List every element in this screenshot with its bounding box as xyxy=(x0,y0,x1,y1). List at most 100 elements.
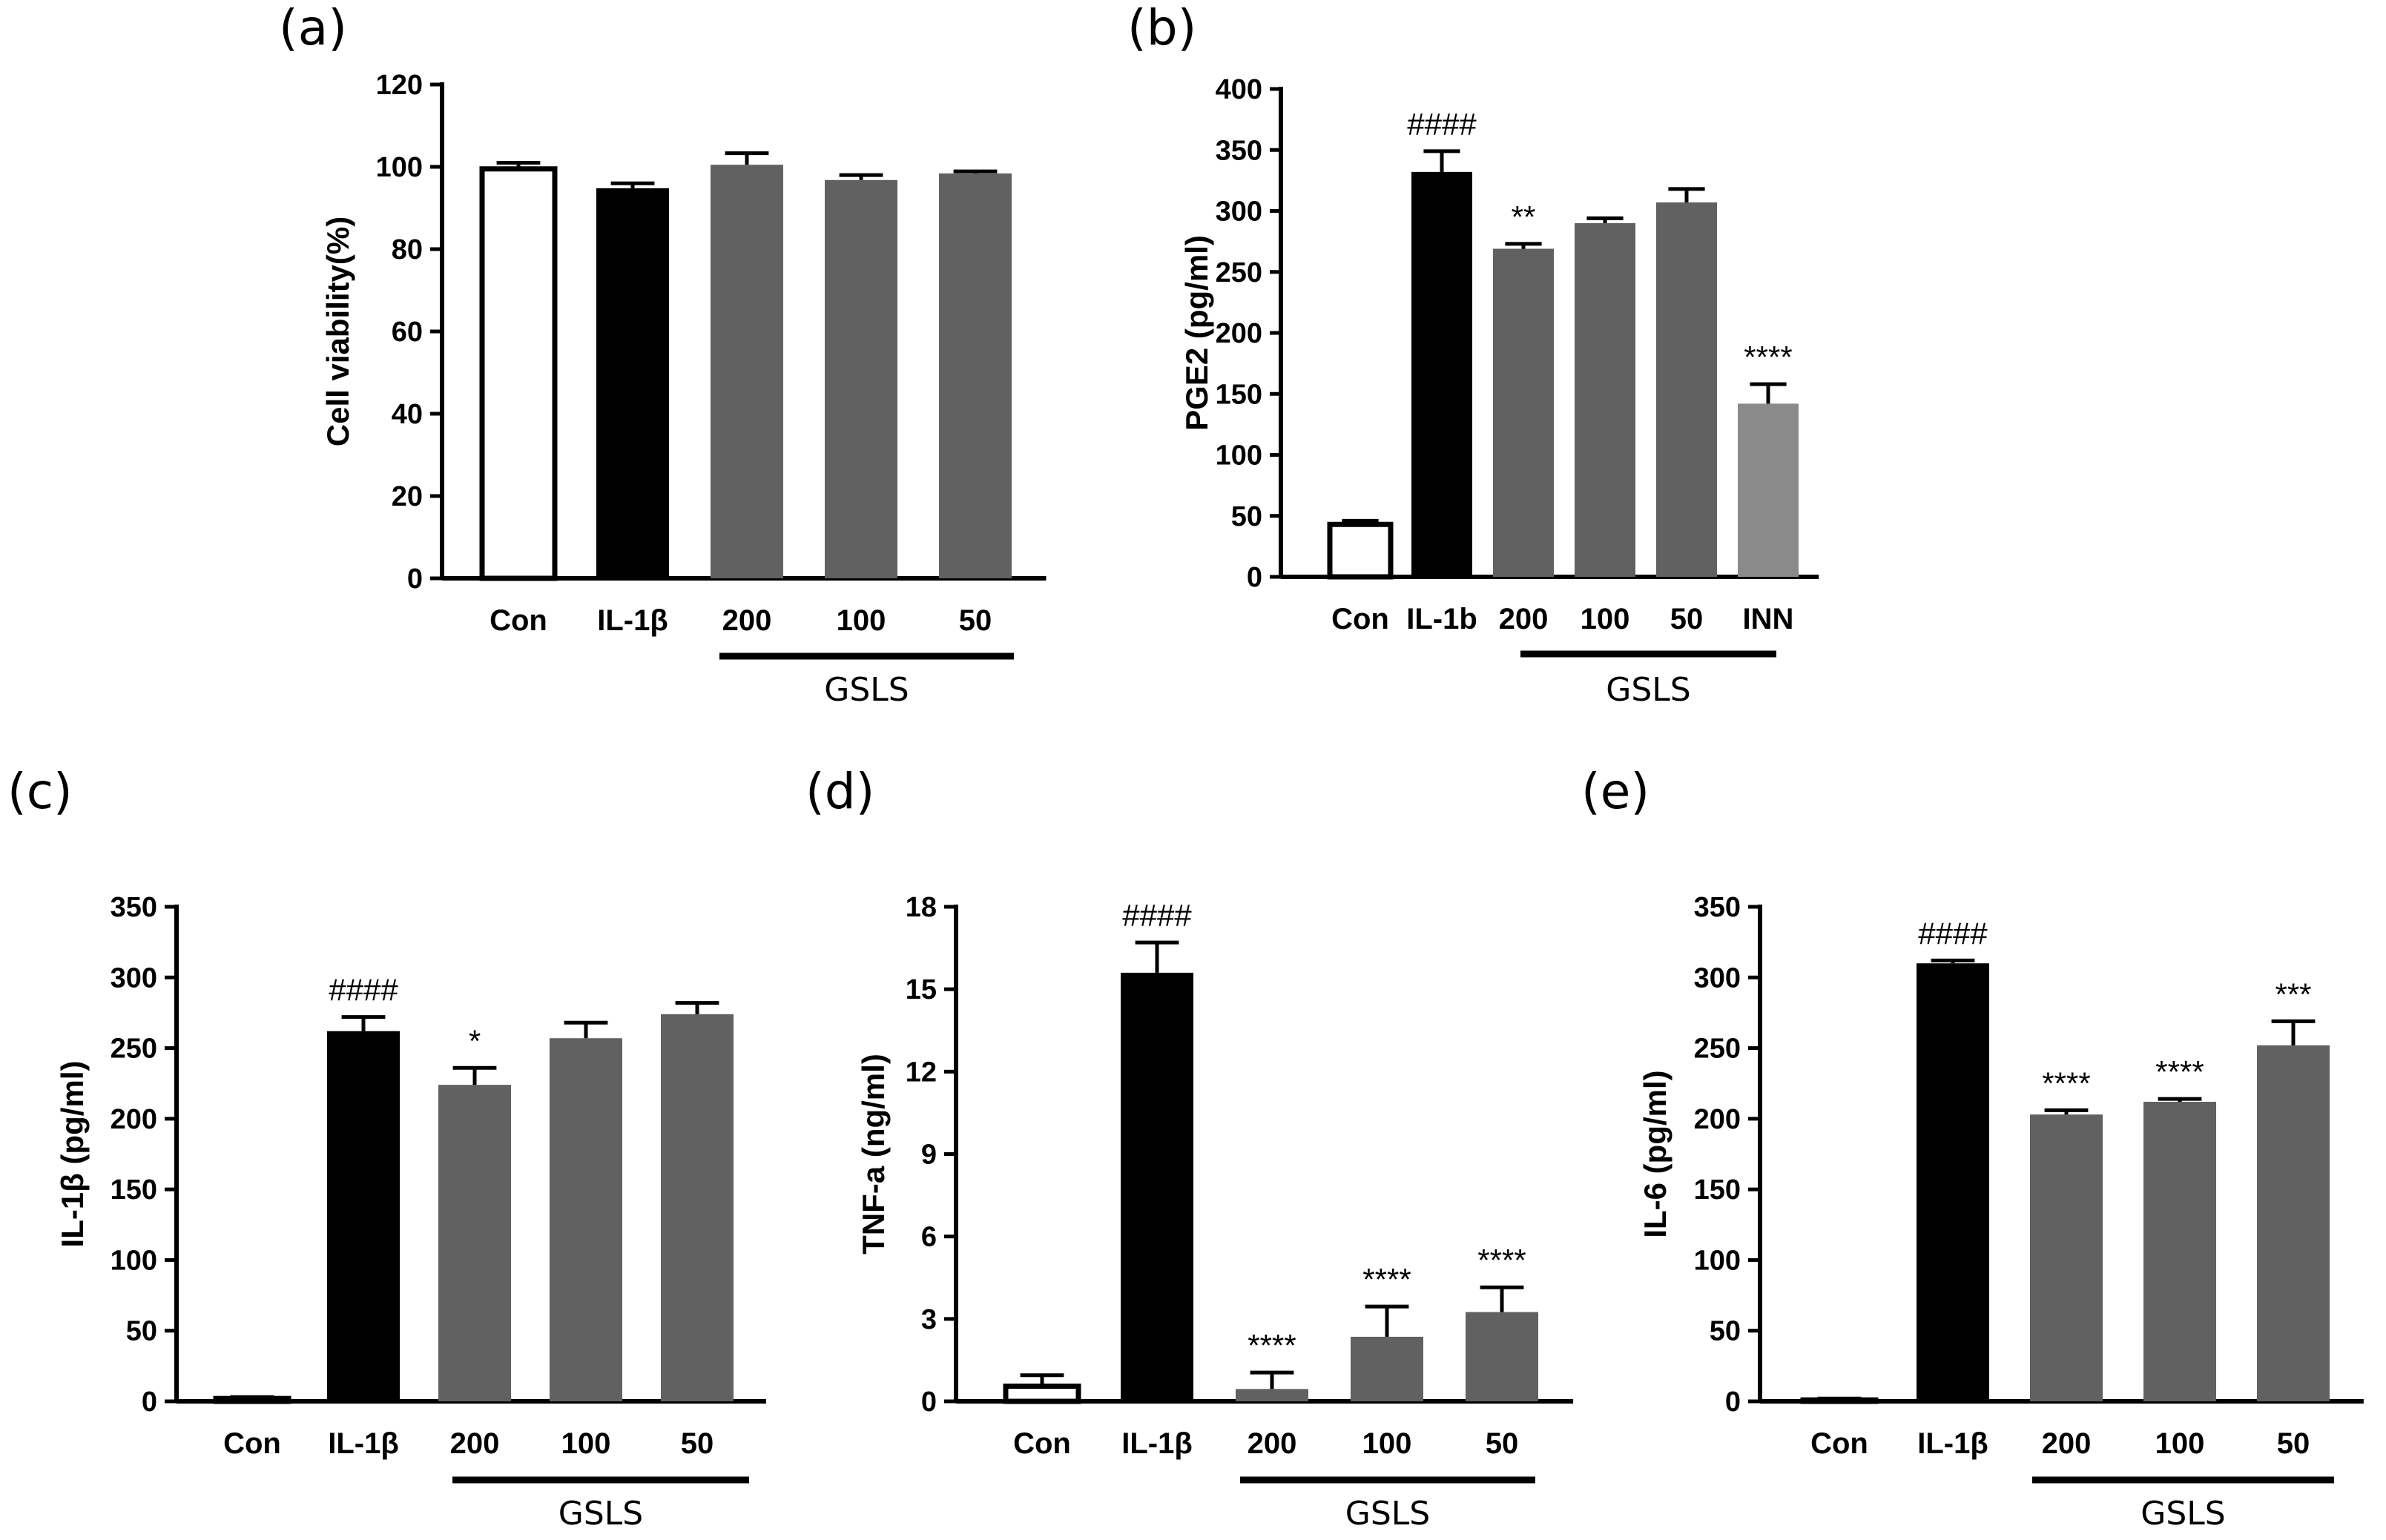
y-tick-label: 6 xyxy=(921,1222,937,1253)
y-tick-label: 350 xyxy=(1694,892,1741,923)
panel-b-pge2: (b) PGE2 (pg/ml) 0 50 100 150 200 250 300 350 400 C… xyxy=(1127,0,1819,709)
y-tick-label: 18 xyxy=(906,892,937,923)
y-tick-label: 0 xyxy=(142,1387,157,1418)
group-label: GSLS xyxy=(2141,1495,2225,1533)
group-label: GSLS xyxy=(824,671,909,709)
y-tick-label: 9 xyxy=(921,1140,937,1171)
y-axis-title: IL-6 (pg/ml) xyxy=(1638,1070,1672,1237)
x-category-label: 50 xyxy=(1486,1427,1519,1460)
y-tick-label: 250 xyxy=(1216,257,1262,288)
significance-annotation: **** xyxy=(2155,1054,2204,1089)
bar-200 xyxy=(1493,248,1554,577)
bar-IL-1β xyxy=(596,188,669,579)
bar-IL-1b xyxy=(1411,171,1472,578)
bar-IL-1β xyxy=(1917,963,1989,1401)
bar-IL-1β xyxy=(327,1031,400,1401)
y-tick-label: 50 xyxy=(1231,501,1262,532)
bar-INN xyxy=(1738,403,1799,577)
y-tick-label: 200 xyxy=(111,1104,157,1135)
bar-100 xyxy=(825,179,897,578)
y-axis-title: IL-1β (pg/ml) xyxy=(55,1061,90,1248)
x-category-label: IL-1β xyxy=(1121,1427,1193,1460)
y-tick-label: 100 xyxy=(111,1245,157,1276)
y-tick-label: 0 xyxy=(407,564,423,595)
panel-e-il6: (e) IL-6 (pg/ml) 0 50 100 150 200 250 300 350 Con #… xyxy=(1581,763,2364,1533)
y-tick-label: 350 xyxy=(1216,135,1262,166)
panel-label: (b) xyxy=(1127,0,1196,56)
x-category-label: 50 xyxy=(959,604,992,637)
significance-annotation: **** xyxy=(1362,1262,1411,1297)
y-tick-label: 60 xyxy=(392,317,423,348)
x-category-label: 100 xyxy=(837,604,886,637)
x-category-label: IL-1β xyxy=(328,1427,399,1460)
y-tick-label: 300 xyxy=(111,962,157,994)
significance-annotation: *** xyxy=(2275,976,2311,1011)
bar-50 xyxy=(2257,1045,2330,1401)
y-tick-label: 200 xyxy=(1694,1104,1741,1135)
panel-label: (a) xyxy=(279,0,347,56)
bar-50 xyxy=(661,1014,734,1401)
significance-annotation: **** xyxy=(1477,1243,1526,1278)
x-category-label: Con xyxy=(223,1427,281,1460)
bar-50 xyxy=(1466,1312,1538,1401)
significance-annotation: #### xyxy=(1407,107,1477,142)
y-tick-label: 50 xyxy=(126,1316,157,1347)
group-label: GSLS xyxy=(1606,671,1690,709)
y-tick-label: 250 xyxy=(111,1034,157,1065)
x-category-label: 100 xyxy=(2155,1427,2205,1460)
bar-200 xyxy=(1236,1389,1308,1401)
x-category-label: Con xyxy=(1331,603,1389,635)
y-tick-label: 12 xyxy=(906,1057,937,1088)
y-tick-label: 0 xyxy=(1725,1387,1741,1418)
bar-100 xyxy=(550,1038,622,1401)
y-axis-title: PGE2 (pg/ml) xyxy=(1179,235,1214,431)
y-tick-label: 0 xyxy=(921,1387,937,1418)
x-category-label: Con xyxy=(1810,1427,1868,1460)
y-tick-label: 400 xyxy=(1216,74,1262,105)
bar-Con xyxy=(1327,521,1394,580)
y-axis-title: Cell viability(%) xyxy=(320,217,355,446)
y-tick-label: 200 xyxy=(1216,318,1262,349)
y-tick-label: 300 xyxy=(1694,962,1741,994)
bar-200 xyxy=(2030,1114,2103,1401)
y-tick-label: 100 xyxy=(1216,440,1262,472)
x-category-label: 200 xyxy=(2042,1427,2092,1460)
x-category-label: 200 xyxy=(722,604,772,637)
bar-Con xyxy=(1003,1384,1081,1404)
panel-a-cell-viability: (a) Cell viability(%) 0 20 40 60 80 100 120 Con IL… xyxy=(279,0,1047,709)
group-label: GSLS xyxy=(558,1495,643,1533)
bar-Con xyxy=(479,166,558,581)
panel-label: (d) xyxy=(805,763,874,820)
y-tick-label: 100 xyxy=(1694,1245,1741,1276)
significance-annotation: **** xyxy=(2042,1065,2090,1100)
x-category-label: 50 xyxy=(681,1427,714,1460)
y-tick-label: 350 xyxy=(111,892,157,923)
significance-annotation: ** xyxy=(1512,199,1536,234)
significance-annotation: * xyxy=(469,1023,481,1058)
y-tick-label: 120 xyxy=(376,70,423,101)
y-tick-label: 100 xyxy=(376,152,423,183)
significance-annotation: #### xyxy=(1918,916,1988,951)
x-category-label: 200 xyxy=(450,1427,500,1460)
significance-annotation: **** xyxy=(1248,1328,1296,1363)
panel-label: (e) xyxy=(1581,763,1650,820)
x-category-label: Con xyxy=(1013,1427,1071,1460)
x-category-label: IL-1β xyxy=(597,604,668,637)
bar-100 xyxy=(1351,1336,1423,1401)
bar-200 xyxy=(438,1085,511,1401)
y-tick-label: 3 xyxy=(921,1304,937,1335)
y-tick-label: 150 xyxy=(1694,1174,1741,1206)
y-tick-label: 15 xyxy=(906,974,937,1005)
y-axis-title: TNF-a (ng/ml) xyxy=(856,1054,891,1255)
significance-annotation: #### xyxy=(1122,898,1192,933)
y-tick-label: 40 xyxy=(392,399,423,430)
group-label: GSLS xyxy=(1345,1495,1430,1533)
x-category-label: INN xyxy=(1743,603,1794,635)
panel-label: (c) xyxy=(7,763,73,820)
bar-200 xyxy=(711,165,783,579)
panel-d-tnfa: (d) TNF-a (ng/ml) 0 3 6 9 12 15 18 Con #### IL-1β **… xyxy=(805,763,1574,1533)
bar-100 xyxy=(2143,1101,2216,1401)
bar-100 xyxy=(1575,222,1635,577)
x-category-label: 200 xyxy=(1248,1427,1297,1460)
